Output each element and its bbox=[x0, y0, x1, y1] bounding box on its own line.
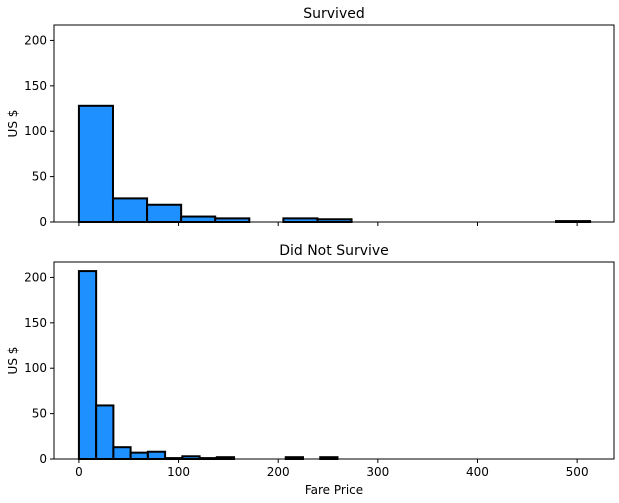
x-tick-label: 0 bbox=[75, 465, 83, 479]
y-axis-label: US $ bbox=[6, 347, 20, 375]
x-tick-label: 400 bbox=[466, 465, 489, 479]
x-tick-label: 100 bbox=[167, 465, 190, 479]
panel-title: Survived bbox=[303, 6, 364, 22]
histogram-bar bbox=[112, 446, 132, 460]
histogram-bar bbox=[77, 270, 98, 460]
y-tick-label: 0 bbox=[39, 452, 47, 466]
y-tick-label: 100 bbox=[24, 361, 47, 375]
y-tick-label: 0 bbox=[39, 215, 47, 229]
y-tick-label: 100 bbox=[24, 124, 47, 138]
y-tick-label: 50 bbox=[32, 407, 47, 421]
histogram-bar bbox=[95, 404, 115, 460]
histogram-bar bbox=[282, 217, 319, 224]
histogram-bar bbox=[180, 215, 217, 223]
y-tick-label: 50 bbox=[32, 170, 47, 184]
y-axis-ticks: 0 50 100 150 200 bbox=[24, 33, 54, 229]
survived-panel: Survived US $ 0 50 100 150 200 bbox=[6, 6, 615, 229]
x-tick-label: 300 bbox=[366, 465, 389, 479]
x-axis-label: Fare Price bbox=[305, 483, 363, 497]
y-tick-label: 150 bbox=[24, 79, 47, 93]
y-tick-label: 200 bbox=[24, 270, 47, 284]
plot-frame bbox=[53, 261, 615, 460]
histogram-bar bbox=[111, 197, 149, 224]
plot-frame bbox=[53, 24, 615, 223]
histogram-bar bbox=[129, 451, 149, 461]
histogram-bar bbox=[146, 450, 167, 461]
x-axis-ticks: 0 100 200 300 400 500 bbox=[75, 459, 589, 479]
panel-title: Did Not Survive bbox=[279, 243, 389, 259]
histogram-bar bbox=[146, 203, 183, 223]
y-axis-ticks: 0 50 100 150 200 bbox=[24, 270, 54, 466]
x-axis-ticks bbox=[78, 222, 578, 226]
x-tick-label: 200 bbox=[267, 465, 290, 479]
histogram-bar bbox=[214, 217, 251, 224]
y-tick-label: 150 bbox=[24, 316, 47, 330]
y-tick-label: 200 bbox=[24, 33, 47, 47]
y-axis-label: US $ bbox=[6, 110, 20, 138]
did-not-survive-panel: Did Not Survive US $ Fare Price 0 50 100 15… bbox=[6, 243, 615, 497]
histogram-bar bbox=[77, 104, 114, 223]
x-tick-label: 500 bbox=[566, 465, 589, 479]
